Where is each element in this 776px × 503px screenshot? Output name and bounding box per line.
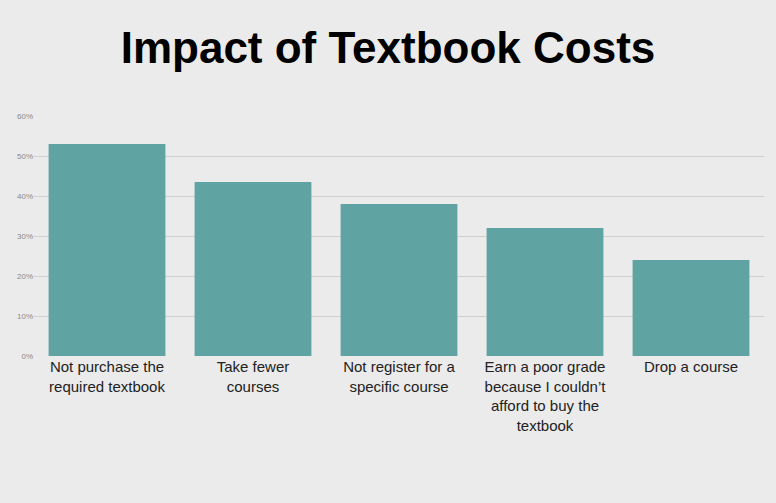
svg-text:Impact of Textbook Costs: Impact of Textbook Costs: [121, 23, 656, 72]
svg-text:Not register for aspecific cou: Not register for aspecific course: [343, 358, 455, 395]
svg-text:Take fewercourses: Take fewercourses: [217, 358, 290, 395]
svg-text:Drop a course: Drop a course: [644, 358, 738, 375]
svg-text:0%: 0%: [21, 352, 33, 361]
svg-text:Not purchase therequired textb: Not purchase therequired textbook: [49, 358, 165, 395]
svg-text:Earn a poor gradebecause I cou: Earn a poor gradebecause I couldn’taffor…: [485, 358, 607, 434]
svg-text:60%: 60%: [17, 112, 33, 121]
svg-text:50%: 50%: [17, 152, 33, 161]
svg-text:40%: 40%: [17, 192, 33, 201]
svg-text:30%: 30%: [17, 232, 33, 241]
svg-text:20%: 20%: [17, 272, 33, 281]
svg-text:10%: 10%: [17, 312, 33, 321]
